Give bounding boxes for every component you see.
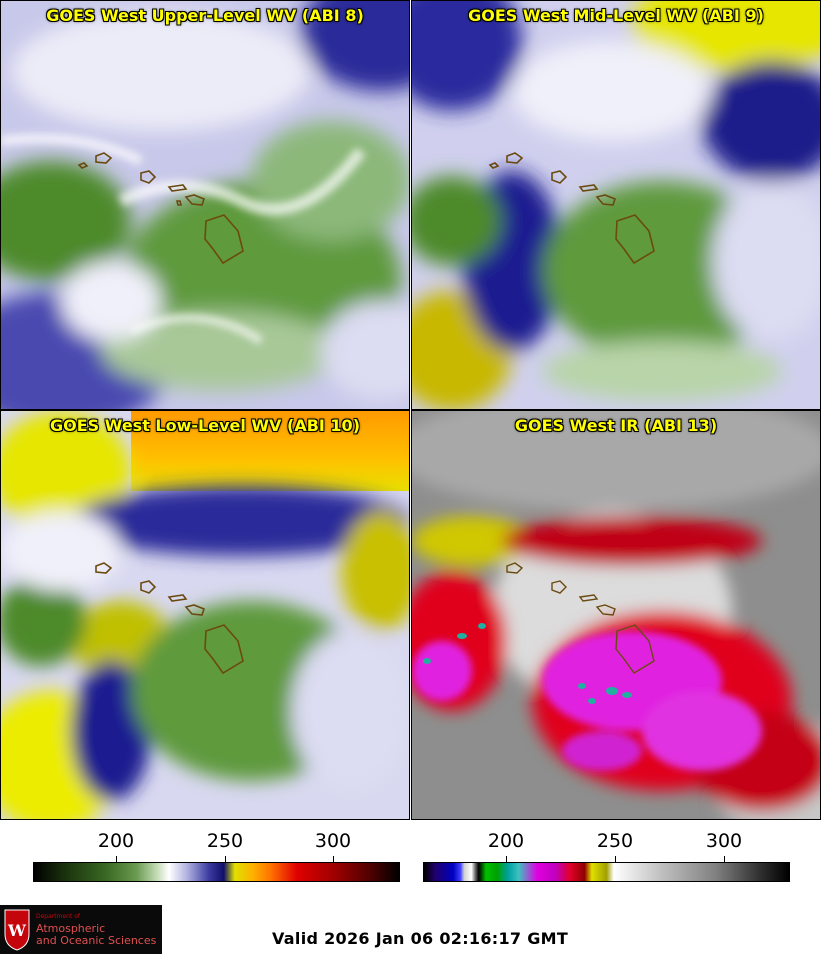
- wv-colorbar: 200 250 300: [0, 822, 411, 886]
- logo-line2: and Oceanic Sciences: [36, 934, 157, 947]
- tick-label-200: 200: [487, 830, 525, 852]
- ir-colorbar-gradient: [423, 862, 790, 882]
- uw-aos-logo: W Department of Atmospheric and Oceanic …: [0, 905, 162, 954]
- ir-image: [412, 411, 820, 819]
- tick-label-300: 300: [314, 830, 352, 852]
- panel-low-level-wv: GOES West Low-Level WV (ABI 10): [0, 410, 410, 820]
- tick-mark: [333, 856, 334, 862]
- low-level-wv-image: [1, 411, 409, 819]
- mid-level-wv-image: [412, 1, 820, 409]
- svg-text:W: W: [7, 921, 27, 940]
- logo-name: Atmospheric and Oceanic Sciences: [36, 923, 156, 947]
- panel-title: GOES West Low-Level WV (ABI 10): [49, 416, 360, 435]
- uw-shield-icon: W: [4, 909, 30, 951]
- tick-mark: [615, 856, 616, 862]
- logo-line1: Atmospheric: [36, 922, 106, 935]
- panel-upper-level-wv: GOES West Upper-Level WV (ABI 8): [0, 0, 410, 410]
- wv-colorbar-gradient: [33, 862, 400, 882]
- tick-mark: [506, 856, 507, 862]
- tick-label-200: 200: [97, 830, 135, 852]
- tick-mark: [724, 856, 725, 862]
- logo-department: Department of: [36, 913, 80, 920]
- tick-mark: [225, 856, 226, 862]
- tick-label-300: 300: [705, 830, 743, 852]
- ir-colorbar: 200 250 300: [411, 822, 822, 886]
- colorbar-ticks: 200 250 300: [0, 830, 411, 856]
- panel-ir: GOES West IR (ABI 13): [411, 410, 821, 820]
- tick-mark: [116, 856, 117, 862]
- upper-level-wv-image: [1, 1, 409, 409]
- colorbar-ticks: 200 250 300: [411, 830, 822, 856]
- panel-title: GOES West IR (ABI 13): [514, 416, 718, 435]
- tick-label-250: 250: [206, 830, 244, 852]
- panel-mid-level-wv: GOES West Mid-Level WV (ABI 9): [411, 0, 821, 410]
- tick-label-250: 250: [596, 830, 634, 852]
- panel-title: GOES West Mid-Level WV (ABI 9): [468, 6, 764, 25]
- valid-time: Valid 2026 Jan 06 02:16:17 GMT: [272, 929, 569, 948]
- panel-title: GOES West Upper-Level WV (ABI 8): [46, 6, 364, 25]
